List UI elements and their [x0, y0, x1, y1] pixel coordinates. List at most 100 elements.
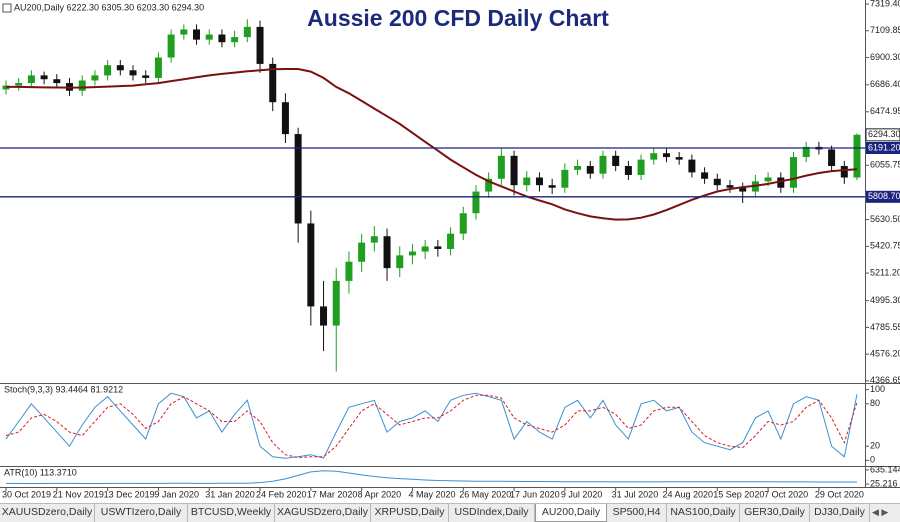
- candle-body: [675, 157, 683, 160]
- y-tick-label: 5420.75: [870, 241, 900, 251]
- chart-tab[interactable]: NAS100,Daily: [667, 504, 740, 522]
- panel-label: Stoch(9,3,3) 93.4464 81.9212: [4, 384, 123, 394]
- candle-body: [332, 280, 340, 326]
- x-tick-label: 7 Oct 2020: [764, 489, 808, 499]
- chart-tab[interactable]: USWTIzero,Daily: [95, 504, 188, 522]
- candle-body: [802, 146, 810, 158]
- chart-tab[interactable]: XRPUSD,Daily: [371, 504, 449, 522]
- candle-body: [713, 178, 721, 186]
- candle-body: [383, 236, 391, 269]
- x-tick-label: 21 Nov 2019: [53, 489, 104, 499]
- x-tick-label: 8 Apr 2020: [358, 489, 402, 499]
- candle-body: [218, 34, 226, 43]
- y-tick-label: 7319.40: [870, 0, 900, 8]
- candle-body: [15, 83, 23, 86]
- chart-tab[interactable]: AU200,Daily: [535, 504, 607, 522]
- candle-body: [789, 157, 797, 188]
- y-tick-label: 6474.95: [870, 106, 900, 116]
- chart-tab[interactable]: XAUUSDzero,Daily: [0, 504, 95, 522]
- panel-label: ATR(10) 113.3710: [4, 467, 77, 477]
- candle-body: [701, 172, 709, 179]
- candle-body: [853, 134, 861, 178]
- candle-body: [370, 236, 378, 243]
- x-tick-label: 24 Feb 2020: [256, 489, 307, 499]
- candle-body: [358, 242, 366, 262]
- chart-tab[interactable]: GER30,Daily: [740, 504, 810, 522]
- chart-tab[interactable]: SP500,H4: [607, 504, 667, 522]
- tab-scroll-arrows[interactable]: ◀ ▶: [872, 507, 889, 517]
- candle-body: [396, 255, 404, 269]
- candle-body: [726, 185, 734, 188]
- indicator-line: [5, 470, 857, 485]
- candle-body: [53, 79, 61, 84]
- candle-body: [828, 149, 836, 167]
- moving-average: [6, 68, 858, 221]
- candle-body: [193, 29, 201, 40]
- candle-body: [764, 177, 772, 182]
- candle-body: [91, 75, 99, 81]
- candle-body: [256, 26, 264, 64]
- candle-body: [447, 233, 455, 249]
- y-tick-label: 0: [870, 455, 875, 465]
- candle-body: [40, 75, 48, 80]
- candle-body: [535, 177, 543, 186]
- candle-body: [561, 169, 569, 188]
- y-tick-label: 20: [870, 441, 880, 451]
- level-label: 6191.20: [868, 142, 900, 152]
- chart-title: Aussie 200 CFD Daily Chart: [307, 5, 609, 31]
- x-tick-label: 13 Dec 2019: [104, 489, 155, 499]
- indicator-line: [5, 392, 858, 459]
- candle-body: [637, 159, 645, 175]
- candle-body: [510, 155, 518, 186]
- chart-tab[interactable]: USDIndex,Daily: [449, 504, 535, 522]
- y-tick-label: 4366.65: [870, 375, 900, 385]
- last-price-box: [865, 128, 900, 142]
- candle-body: [294, 134, 302, 224]
- candle-body: [421, 246, 429, 252]
- x-tick-label: 29 Oct 2020: [815, 489, 864, 499]
- x-tick-label: 31 Jul 2020: [612, 489, 659, 499]
- candle-body: [612, 155, 620, 167]
- x-tick-label: 9 Jul 2020: [561, 489, 603, 499]
- x-tick-label: 17 Jun 2020: [510, 489, 560, 499]
- candle-body: [574, 166, 582, 170]
- candle-body: [27, 75, 35, 84]
- x-tick-label: 9 Jan 2020: [154, 489, 199, 499]
- indicator-line: [5, 394, 858, 459]
- candle-body: [624, 166, 632, 175]
- chart-icon: [2, 3, 12, 13]
- y-tick-label: 635.144: [870, 464, 900, 474]
- candle-body: [485, 178, 493, 192]
- chart-tab[interactable]: DJ30,Daily: [810, 504, 870, 522]
- y-tick-label: 5630.50: [870, 214, 900, 224]
- candle-body: [662, 153, 670, 158]
- y-tick-label: 7109.85: [870, 25, 900, 35]
- level-label-box: [866, 141, 900, 154]
- chart-window: Aussie 200 CFD Daily Chart 7319.40 7109.8…: [0, 0, 900, 500]
- level-label: 5808.70: [868, 191, 900, 201]
- y-tick-label: 25.216: [870, 478, 898, 488]
- candle-body: [154, 57, 162, 78]
- y-tick-label: 4785.55: [870, 322, 900, 332]
- candle-body: [434, 246, 442, 249]
- candle-body: [78, 80, 86, 91]
- candle-body: [586, 166, 594, 174]
- chart-tab[interactable]: XAGUSDzero,Daily: [275, 504, 371, 522]
- candle-body: [104, 65, 112, 76]
- candle-body: [777, 177, 785, 188]
- candle-body: [523, 177, 531, 186]
- candle-body: [650, 153, 658, 160]
- candle-body: [116, 65, 124, 71]
- candle-body: [739, 187, 747, 192]
- chart-tab[interactable]: BTCUSD,Weekly: [188, 504, 275, 522]
- y-tick-label: 6900.30: [870, 52, 900, 62]
- x-tick-label: 31 Jan 2020: [205, 489, 255, 499]
- candle-body: [142, 75, 150, 78]
- x-tick-label: 15 Sep 2020: [713, 489, 764, 499]
- candle-body: [459, 213, 467, 234]
- candle-body: [320, 306, 328, 326]
- candle-body: [840, 166, 848, 178]
- candle-body: [688, 159, 696, 173]
- tab-bar: XAUUSDzero,Daily USWTIzero,Daily BTCUSD,We…: [0, 503, 900, 522]
- y-tick-label: 5211.20: [870, 267, 900, 277]
